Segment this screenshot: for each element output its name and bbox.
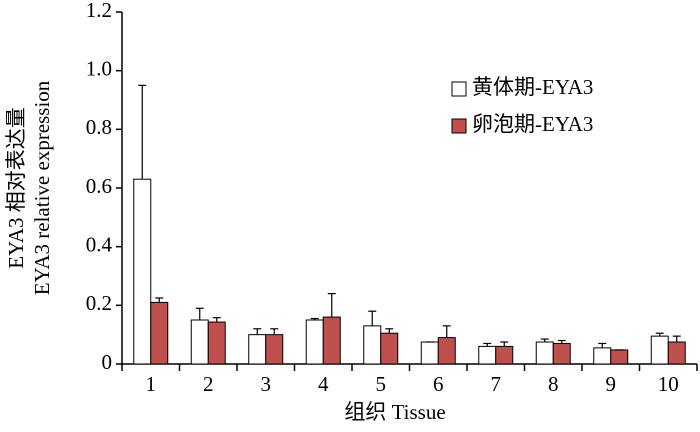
x-tick-label: 9 — [606, 372, 617, 396]
y-tick-label: 0.2 — [86, 291, 112, 315]
bar — [150, 301, 169, 365]
error-bar — [270, 328, 279, 335]
x-tick-label: 3 — [261, 372, 272, 396]
bar — [322, 316, 341, 365]
legend-label: 卵泡期-EYA3 — [472, 112, 593, 136]
bar — [535, 341, 554, 365]
legend-swatch — [451, 118, 467, 134]
y-axis-label: EYA3 相对表达量 — [4, 107, 28, 269]
y-tick-label: 0 — [102, 350, 113, 374]
bar — [667, 341, 686, 365]
bar — [248, 334, 267, 365]
error-bar — [442, 325, 451, 338]
y-tick-label: 1.0 — [86, 56, 112, 80]
x-axis-label: 组织 Tissue — [344, 400, 445, 424]
bar — [305, 319, 324, 365]
legend-label: 黄体期-EYA3 — [472, 75, 593, 99]
bar — [495, 345, 514, 365]
error-bar — [557, 339, 566, 344]
bar — [133, 178, 152, 365]
y-tick-label: 0.4 — [86, 232, 113, 256]
bar — [593, 347, 612, 365]
error-bar — [368, 310, 377, 326]
bar — [650, 335, 669, 365]
bar — [552, 342, 571, 365]
x-tick-label: 10 — [658, 372, 679, 396]
y-axis-label: EYA3 relative expression — [30, 80, 54, 295]
y-tick-label: 0.8 — [86, 115, 112, 139]
bar — [363, 325, 382, 365]
x-tick-label: 5 — [376, 372, 387, 396]
x-tick-label: 2 — [203, 372, 214, 396]
error-bar — [483, 342, 492, 347]
error-bar — [655, 332, 664, 337]
error-bar — [385, 328, 394, 334]
bar — [380, 332, 399, 365]
error-bar — [138, 84, 147, 180]
x-tick-label: 6 — [433, 372, 444, 396]
bar — [207, 321, 226, 365]
x-tick-label: 8 — [548, 372, 559, 396]
error-bar — [195, 307, 204, 320]
error-bar — [598, 342, 607, 348]
error-bar — [672, 335, 681, 342]
bar — [265, 334, 284, 365]
error-bar — [212, 317, 221, 323]
x-tick-label: 1 — [146, 372, 157, 396]
x-tick-label: 7 — [491, 372, 502, 396]
legend-swatch — [451, 81, 467, 97]
x-tick-label: 4 — [318, 372, 329, 396]
bar — [478, 345, 497, 365]
y-tick-label: 0.6 — [86, 174, 112, 198]
error-bar — [310, 317, 319, 320]
y-tick-label: 1.2 — [86, 0, 112, 22]
error-bar — [327, 293, 336, 318]
bar — [190, 319, 209, 365]
bar — [610, 349, 629, 365]
error-bar — [500, 341, 509, 347]
bar — [437, 337, 456, 365]
error-bar — [155, 297, 164, 303]
error-bar — [253, 328, 262, 335]
bar — [420, 341, 439, 365]
error-bar — [540, 338, 549, 342]
